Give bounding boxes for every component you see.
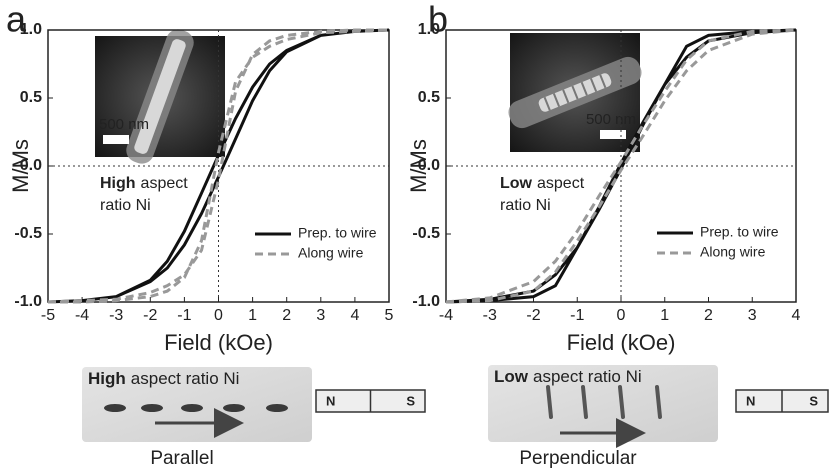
segment-gap	[552, 93, 561, 107]
segment-gap	[562, 89, 570, 104]
panel-letter: a	[6, 0, 27, 40]
x-tick-label: -4	[75, 307, 89, 324]
x-tick-label: 4	[792, 307, 801, 324]
y-tick-label: -1.0	[14, 293, 42, 310]
x-axis-label: Field (kOe)	[164, 330, 273, 355]
loop-curve	[47, 28, 390, 304]
segment-gap	[589, 78, 598, 92]
y-tick-label: 0.5	[418, 89, 440, 106]
magnet-pole: N	[746, 393, 755, 408]
nanowire-blob	[181, 404, 203, 412]
annotation-bold: Low	[500, 175, 533, 192]
y-tick-label: -1.0	[412, 293, 440, 310]
x-tick-label: 0	[214, 307, 223, 324]
x-tick-label: -3	[109, 307, 123, 324]
nanowire-blob	[581, 385, 588, 419]
x-tick-label: 4	[350, 307, 359, 324]
y-tick-label: 0.0	[418, 157, 440, 174]
annotation: ratio Ni	[500, 197, 551, 214]
photo-title-bold: Low	[494, 367, 529, 386]
inset-wire	[126, 29, 194, 164]
y-tick-label: 1.0	[418, 21, 440, 38]
segment-gap	[571, 85, 579, 100]
x-tick-label: 3	[316, 307, 325, 324]
photo-caption: Parallel	[150, 448, 213, 468]
x-tick-label: -4	[439, 307, 453, 324]
x-axis-label: Field (kOe)	[567, 330, 676, 355]
annotation: ratio Ni	[100, 197, 151, 214]
nanowire-blob	[266, 404, 288, 412]
segment-gap	[543, 96, 551, 111]
annotation-bold: High	[100, 175, 136, 192]
x-tick-label: 0	[617, 307, 626, 324]
y-axis-label: M/Ms	[8, 139, 33, 193]
magnet-pole: N	[326, 393, 335, 408]
inset-wire	[508, 56, 642, 129]
nanowire-blob	[618, 385, 625, 419]
loop-curve	[445, 28, 797, 304]
x-tick-label: -1	[570, 307, 584, 324]
photo-title-text: aspect ratio Ni	[131, 369, 240, 388]
panel-letter: b	[428, 0, 448, 40]
x-tick-label: -5	[41, 307, 55, 324]
y-tick-label: 1.0	[20, 21, 42, 38]
scale-bar	[103, 135, 129, 144]
photo-title: Low aspect ratio Ni	[494, 367, 642, 386]
photo-caption: Perpendicular	[519, 448, 637, 468]
annotation-text: aspect	[537, 175, 585, 192]
y-tick-label: 0.5	[20, 89, 42, 106]
legend-label: Prep. to wire	[298, 225, 377, 241]
annotation: Low aspect	[500, 175, 585, 192]
loop-curve	[445, 28, 797, 304]
y-tick-label: 0.0	[20, 157, 42, 174]
x-tick-label: 5	[385, 307, 394, 324]
y-tick-label: -0.5	[412, 225, 440, 242]
nanowire-blob	[223, 404, 245, 412]
magnet-pole: S	[406, 393, 415, 408]
y-axis-label: M/Ms	[406, 139, 431, 193]
x-tick-label: -3	[483, 307, 497, 324]
nanowire-blob	[655, 385, 662, 419]
photo	[488, 365, 718, 442]
x-tick-label: 2	[704, 307, 713, 324]
x-tick-label: -1	[177, 307, 191, 324]
legend-label: Along wire	[298, 245, 364, 261]
x-tick-label: -2	[526, 307, 540, 324]
nanowire-blob	[104, 404, 126, 412]
nanowire-blob	[546, 385, 553, 419]
legend-label: Prep. to wire	[700, 224, 779, 240]
wire-core	[134, 39, 186, 154]
segment-gap	[580, 81, 588, 96]
photo-title-text: aspect ratio Ni	[533, 367, 642, 386]
annotation-text: aspect	[141, 175, 189, 192]
photo-title-bold: High	[88, 369, 126, 388]
scale-bar-label: 500 nm	[586, 111, 636, 128]
loop-curve	[47, 28, 390, 304]
segment-gap	[599, 74, 607, 89]
scale-bar	[600, 130, 626, 139]
legend-label: Along wire	[700, 244, 766, 260]
x-tick-label: 1	[248, 307, 257, 324]
x-tick-label: -2	[143, 307, 157, 324]
magnet-pole: S	[809, 393, 818, 408]
scale-bar-label: 500 nm	[99, 116, 149, 133]
x-tick-label: 3	[748, 307, 757, 324]
photo-title: High aspect ratio Ni	[88, 369, 239, 388]
x-tick-label: 2	[282, 307, 291, 324]
y-tick-label: -0.5	[14, 225, 42, 242]
annotation: High aspect	[100, 175, 188, 192]
x-tick-label: 1	[660, 307, 669, 324]
nanowire-blob	[141, 404, 163, 412]
